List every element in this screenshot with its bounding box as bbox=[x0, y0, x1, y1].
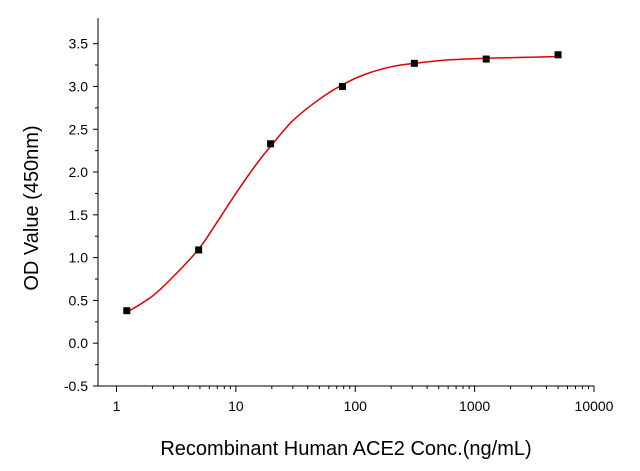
data-point bbox=[123, 307, 131, 315]
y-axis: -0.5 0.0 0.5 1.0 1.5 2.0 2.5 3.0 3.5 bbox=[64, 18, 99, 394]
x-axis: 1 10 100 1000 10000 bbox=[98, 385, 614, 414]
x-tick-label: 100 bbox=[344, 398, 368, 414]
y-tick-label: 1.0 bbox=[69, 250, 89, 266]
x-tick-label: 1 bbox=[113, 398, 121, 414]
data-point bbox=[267, 140, 275, 148]
points-layer bbox=[123, 51, 562, 315]
y-tick-label: 3.5 bbox=[69, 36, 89, 52]
fit-curve-line bbox=[126, 55, 559, 314]
y-axis-title: OD Value (450nm) bbox=[21, 125, 43, 290]
data-point bbox=[554, 51, 562, 59]
data-point bbox=[482, 55, 490, 63]
data-point bbox=[338, 82, 346, 90]
y-tick-label: -0.5 bbox=[64, 378, 88, 394]
x-axis-title: Recombinant Human ACE2 Conc.(ng/mL) bbox=[160, 438, 531, 460]
y-tick-label: 3.0 bbox=[69, 78, 89, 94]
x-tick-label: 10 bbox=[228, 398, 244, 414]
x-tick-label: 10000 bbox=[575, 398, 614, 414]
data-point bbox=[195, 246, 203, 254]
y-tick-label: 0.0 bbox=[69, 335, 89, 351]
y-tick-label: 2.5 bbox=[69, 121, 89, 137]
y-tick-label: 2.0 bbox=[69, 164, 89, 180]
y-tick-label: 1.5 bbox=[69, 207, 89, 223]
y-tick-label: 0.5 bbox=[69, 292, 89, 308]
fit-curve-layer bbox=[126, 55, 559, 314]
data-point bbox=[410, 59, 418, 67]
x-tick-label: 1000 bbox=[459, 398, 490, 414]
